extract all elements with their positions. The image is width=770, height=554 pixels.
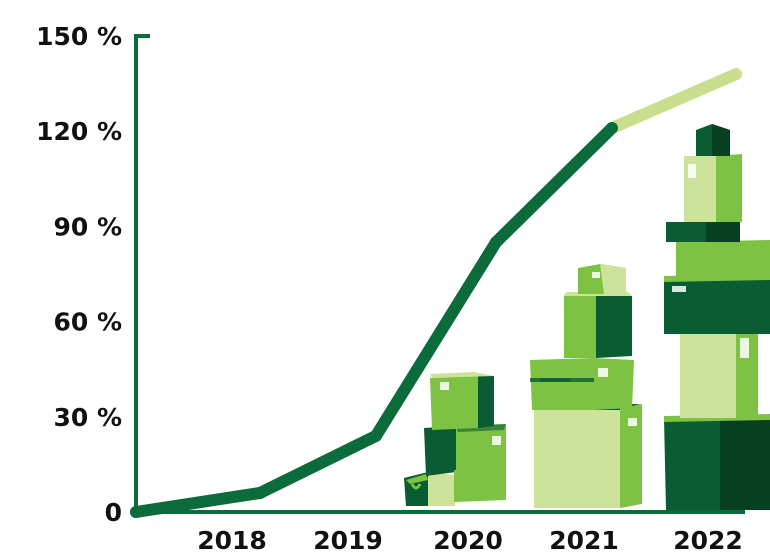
x-tick-labels: 2018 2019 2020 2021 2022: [197, 526, 743, 554]
box-stacks-illustration: [404, 124, 770, 510]
data-point: [370, 430, 382, 442]
y-tick-label: 30 %: [53, 403, 122, 432]
y-tick-label: 120 %: [36, 117, 122, 146]
y-tick-label: 60 %: [53, 308, 122, 337]
x-tick-label: 2021: [549, 526, 619, 554]
y-tick-labels: 0 30 % 60 % 90 % 120 % 150 %: [36, 22, 122, 527]
x-tick-label: 2020: [433, 526, 503, 554]
series-line-projected: [612, 74, 736, 128]
data-point: [130, 506, 142, 518]
data-point: [606, 122, 618, 134]
y-tick-label: 150 %: [36, 22, 122, 51]
x-tick-label: 2019: [313, 526, 383, 554]
data-point: [254, 487, 266, 499]
box-stack-2020-icon: [404, 372, 506, 506]
box-stack-2022-icon: [664, 124, 770, 510]
y-tick-label: 90 %: [53, 212, 122, 241]
data-point: [730, 68, 742, 80]
x-tick-label: 2018: [197, 526, 267, 554]
x-tick-label: 2022: [673, 526, 743, 554]
box-stack-2021-icon: [530, 264, 642, 508]
y-tick-label: 0: [105, 498, 122, 527]
data-point: [490, 236, 502, 248]
